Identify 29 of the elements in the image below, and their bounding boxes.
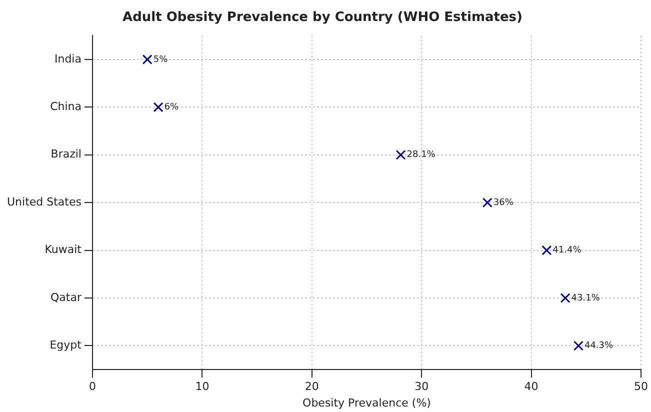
point (142, 54, 152, 64)
point (482, 198, 492, 208)
x-axis-title: Obesity Prevalence (%) (302, 396, 431, 410)
x-tick-label: 0 (88, 380, 96, 394)
y-tick-label: Qatar (50, 290, 82, 304)
point (560, 293, 570, 304)
y-tick-label: Brazil (50, 148, 82, 161)
data-label: 41.4% (552, 246, 582, 256)
data-label: 43.1% (571, 293, 600, 304)
x-tick-label: 30 (414, 380, 429, 394)
y-tick-label: India (54, 52, 82, 66)
y-tick-label: China (50, 100, 82, 114)
data-label: 5% (153, 54, 168, 65)
data-label: 28.1% (406, 150, 436, 160)
data-label: 6% (164, 102, 180, 113)
y-tick-label: Egypt (50, 338, 82, 352)
x-tick-label: 20 (304, 380, 319, 394)
point (153, 102, 164, 112)
y-tick-label: Kuwait (44, 243, 82, 256)
x-tick-label: 40 (524, 380, 538, 394)
data-label: 36% (493, 198, 514, 208)
y-tick-label: United States (6, 195, 82, 208)
point (542, 245, 552, 256)
point (573, 340, 584, 351)
chart-title: Adult Obesity Prevalence by Country (WHO Estimates) (122, 10, 522, 26)
data-label: 44.3% (584, 341, 614, 352)
x-tick-label: 10 (195, 380, 210, 394)
point (396, 150, 406, 160)
x-tick-label: 50 (634, 380, 648, 394)
